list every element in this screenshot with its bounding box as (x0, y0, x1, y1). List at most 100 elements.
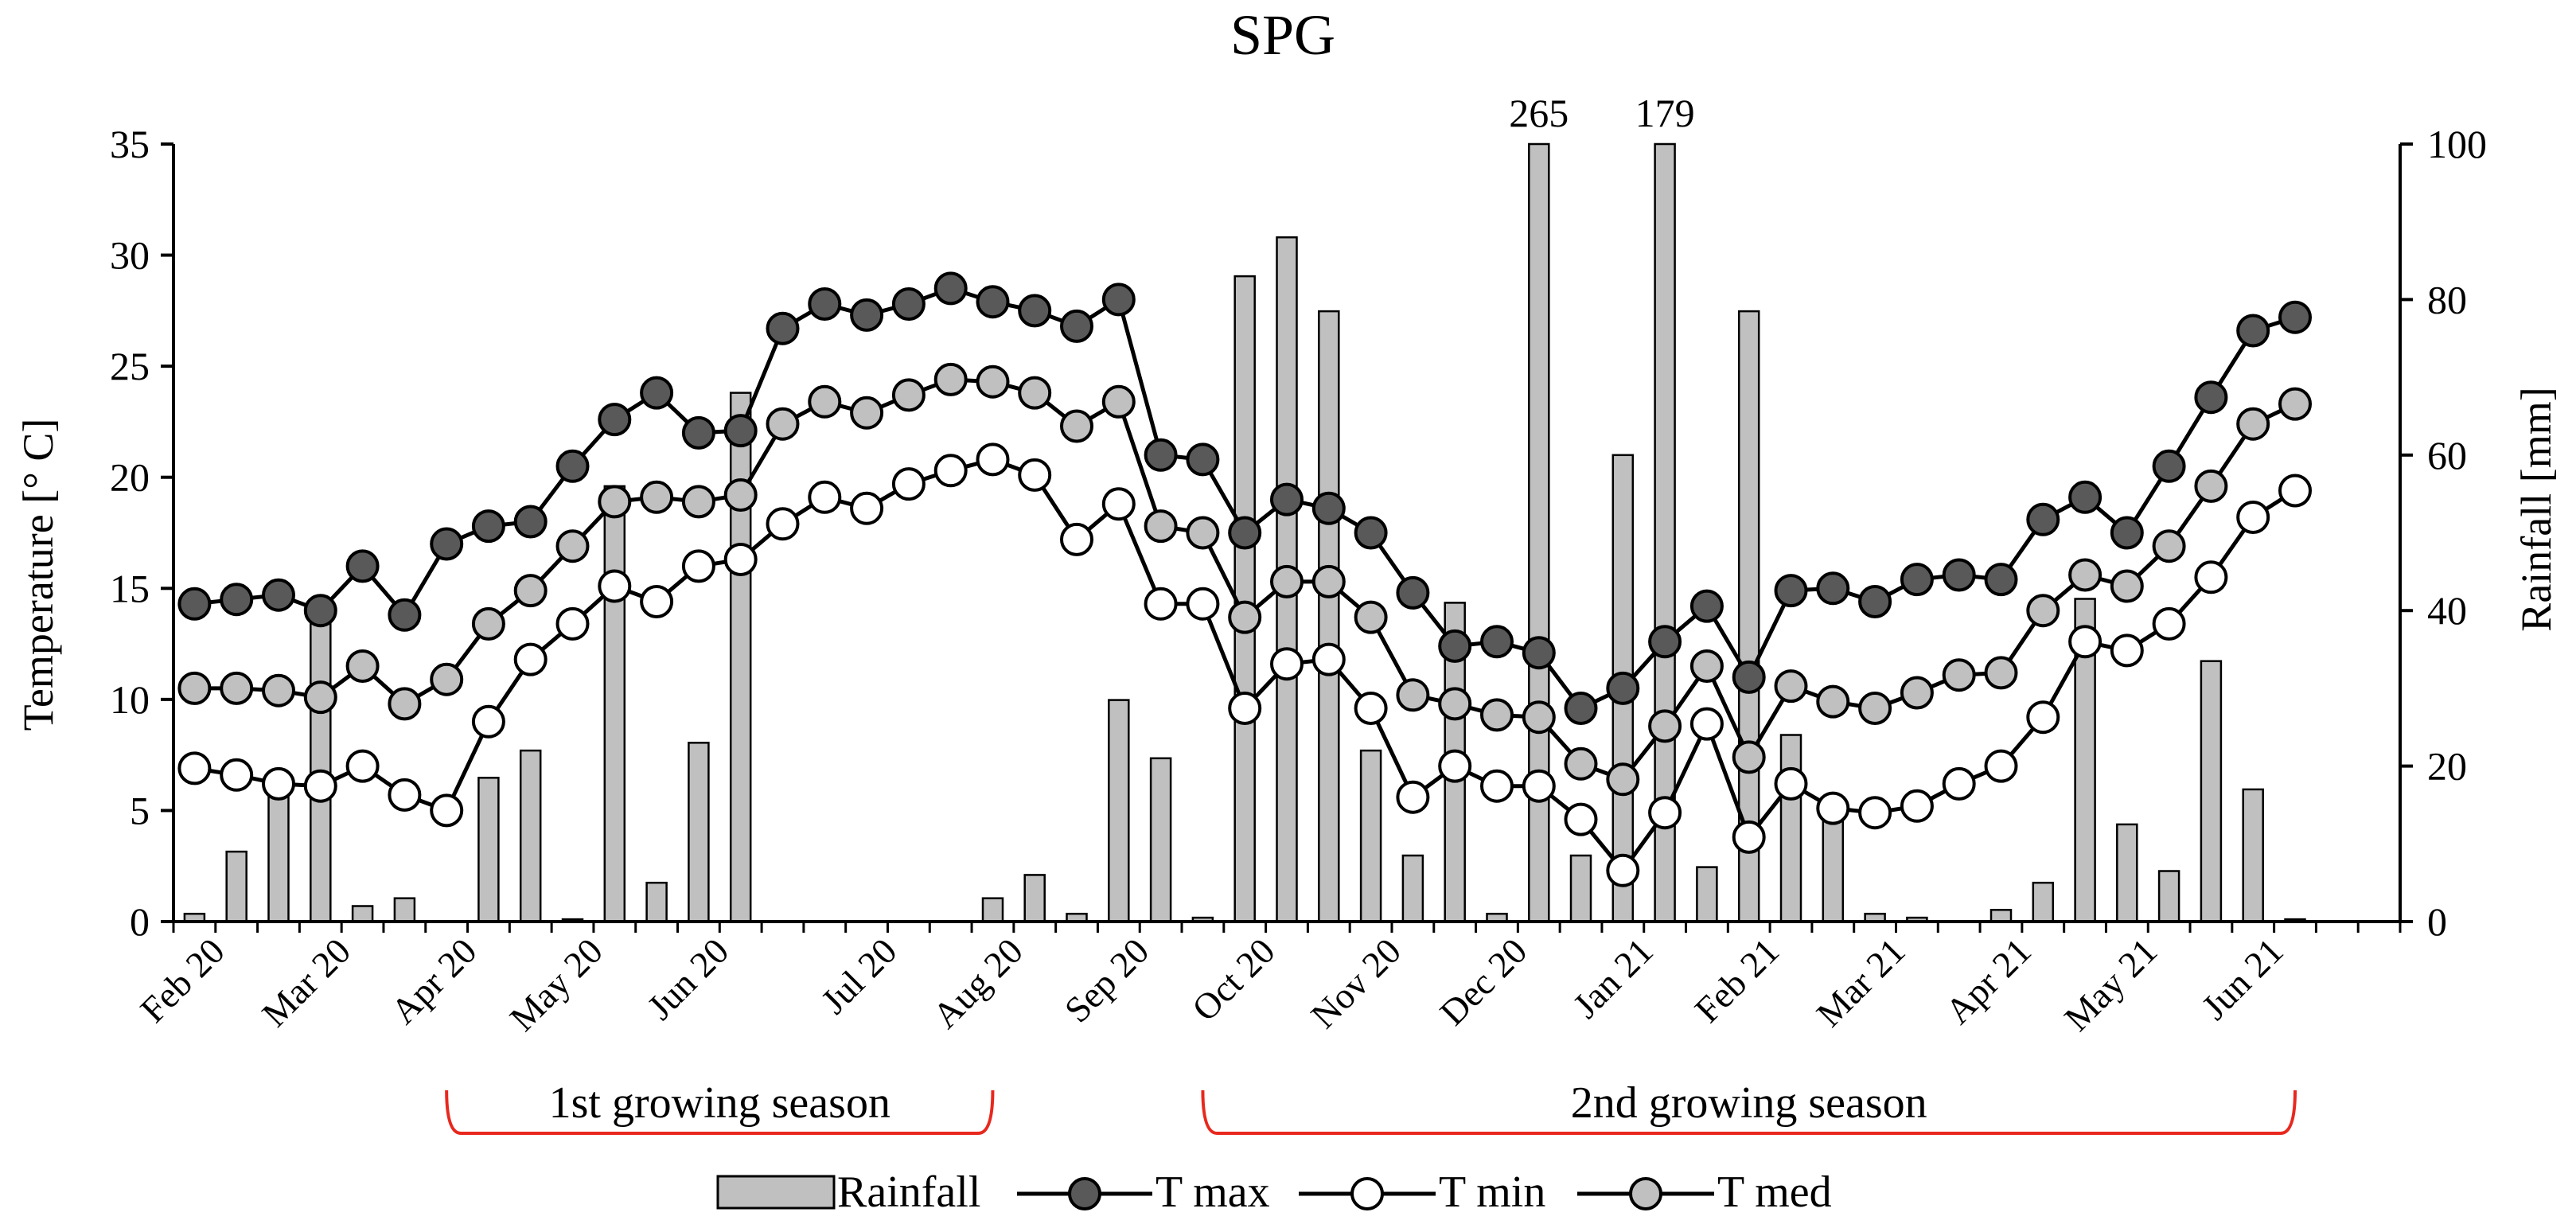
point-t-max (766, 311, 800, 345)
rainfall-bar (729, 392, 752, 923)
legend-swatch-rainfall (716, 1175, 836, 1210)
point-t-max (2026, 502, 2060, 536)
point-t-med (2194, 469, 2228, 503)
point-t-med (1858, 692, 1892, 725)
point-t-min (2068, 625, 2102, 659)
legend-label: T med (1717, 1167, 1832, 1217)
point-t-min (1396, 780, 1430, 814)
point-t-max (640, 376, 674, 410)
point-t-med (1396, 678, 1430, 712)
rainfall-bar (1023, 874, 1046, 923)
point-t-med (891, 378, 926, 412)
point-t-min (1101, 487, 1136, 521)
point-t-med (850, 396, 884, 430)
point-t-med (2110, 569, 2144, 603)
legend: Rainfall T max T min T med (716, 1167, 1832, 1217)
point-t-max (933, 271, 968, 306)
legend-label: T max (1155, 1167, 1270, 1217)
point-t-max (2110, 516, 2144, 550)
point-t-max (1648, 625, 1682, 659)
x-tick-label: Jun 20 (639, 930, 736, 1027)
point-t-max (1858, 585, 1892, 618)
point-t-med (976, 364, 1010, 399)
point-t-max (976, 285, 1010, 319)
point-t-med (220, 671, 254, 705)
point-t-min (1144, 587, 1178, 621)
x-tick-label: May 20 (502, 930, 610, 1039)
point-t-min (1984, 749, 2018, 783)
legend-marker (1350, 1177, 1384, 1210)
rainfall-bar (1779, 734, 1802, 923)
rainfall-bar (225, 850, 247, 923)
point-t-max (1270, 482, 1304, 516)
x-tick-label: Jul 20 (813, 930, 905, 1022)
point-t-min (1311, 642, 1346, 676)
point-t-max (262, 578, 295, 612)
point-t-med (1144, 509, 1178, 544)
point-t-max (808, 287, 842, 321)
season-label: 2nd growing season (1571, 1078, 1927, 1128)
point-t-max (2152, 449, 2186, 483)
point-t-max (1689, 589, 1724, 623)
chart-title: SPG (1230, 3, 1335, 67)
point-t-med (640, 480, 674, 514)
point-t-max (1522, 636, 1556, 670)
point-t-min (1354, 692, 1388, 725)
point-t-max (1984, 563, 2018, 597)
x-tick-label: Apr 21 (1938, 930, 2039, 1031)
x-tick-label: Apr 20 (383, 930, 484, 1031)
x-tick-label: Jan 21 (1565, 930, 1661, 1026)
point-t-med (2278, 387, 2312, 421)
rainfall-bar (645, 881, 668, 923)
y2-tick-label: 40 (2427, 588, 2467, 633)
point-t-max (1228, 516, 1262, 550)
point-t-med (555, 529, 590, 563)
point-t-min (640, 585, 674, 618)
y2-tick-label: 100 (2427, 122, 2487, 166)
point-t-min (1689, 707, 1724, 741)
point-t-min (2236, 501, 2270, 534)
point-t-max (430, 527, 464, 561)
y-tick-label: 0 (130, 899, 150, 944)
point-t-med (1311, 564, 1346, 598)
point-t-med (2068, 558, 2102, 592)
x-tick-label: Jun 21 (2194, 930, 2291, 1027)
point-t-min (220, 758, 254, 792)
point-t-med (1816, 684, 1850, 719)
point-t-max (388, 598, 422, 632)
point-t-max (2194, 380, 2228, 415)
point-t-max (1942, 558, 1976, 592)
point-t-max (1774, 574, 1808, 608)
point-t-med (345, 649, 380, 683)
point-t-max (177, 587, 212, 621)
point-t-min (262, 766, 295, 801)
point-t-min (933, 454, 968, 488)
point-t-med (177, 671, 212, 705)
y2-tick-label: 0 (2427, 899, 2447, 944)
season-label: 1st growing season (549, 1078, 890, 1128)
point-t-min (345, 749, 380, 783)
point-t-med (1480, 698, 1514, 732)
rainfall-bar (393, 897, 416, 923)
point-t-max (850, 298, 884, 332)
rainfall-bar (2116, 823, 2138, 923)
rainfall-bar (1989, 909, 2013, 923)
rainfall-bar (1654, 142, 1676, 923)
rainfall-bar (1108, 699, 1130, 923)
point-t-max (1018, 294, 1052, 328)
rainfall-bar (688, 742, 710, 923)
y-tick-label: 35 (110, 122, 150, 166)
rainfall-bar (310, 609, 332, 923)
point-t-min (1816, 791, 1850, 825)
point-t-max (2236, 314, 2270, 348)
point-t-med (1060, 409, 1093, 443)
legend-marker (1068, 1177, 1101, 1210)
point-t-med (1689, 649, 1724, 683)
point-t-med (1101, 384, 1136, 419)
point-t-med (1774, 669, 1808, 704)
point-t-med (1732, 740, 1766, 774)
rainfall-bar (1528, 142, 1550, 923)
legend-label: Rainfall (837, 1167, 980, 1217)
rainfall-bars: 265 179 (183, 91, 2306, 923)
point-t-min (891, 467, 926, 501)
